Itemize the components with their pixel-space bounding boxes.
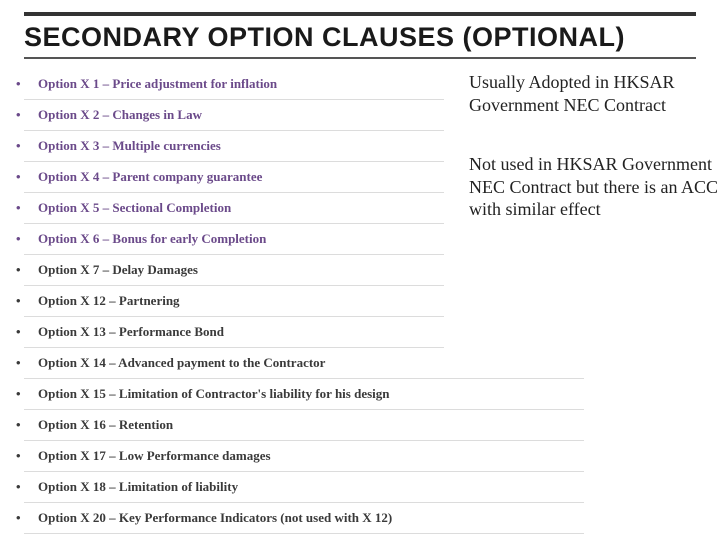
bullet-text: Option X 7 – Delay Damages: [30, 262, 198, 277]
bullet-text: Option X 17 – Low Performance damages: [30, 448, 271, 463]
slide: SECONDARY OPTION CLAUSES (OPTIONAL) Opti…: [0, 0, 720, 540]
bullet-text: Option X 5 – Sectional Completion: [30, 200, 231, 215]
side-note-adopted: Usually Adopted in HKSAR Government NEC …: [469, 71, 720, 116]
bullet-item: Option X 2 – Changes in Law: [24, 100, 444, 131]
bullet-item: Option X 14 – Advanced payment to the Co…: [24, 348, 584, 379]
bullet-text: Option X 15 – Limitation of Contractor's…: [30, 386, 390, 401]
content-area: Option X 1 – Price adjustment for inflat…: [24, 69, 696, 534]
bullet-list: Option X 1 – Price adjustment for inflat…: [24, 69, 444, 534]
bullet-item: Option X 6 – Bonus for early Completion: [24, 224, 444, 255]
bullet-text: Option X 13 – Performance Bond: [30, 324, 224, 339]
bullet-item: Option X 1 – Price adjustment for inflat…: [24, 69, 444, 100]
title-bottom-rule: [24, 57, 696, 59]
bullet-text: Option X 2 – Changes in Law: [30, 107, 202, 122]
bullet-text: Option X 6 – Bonus for early Completion: [30, 231, 266, 246]
bullet-item: Option X 13 – Performance Bond: [24, 317, 444, 348]
bullet-item: Option X 7 – Delay Damages: [24, 255, 444, 286]
bullet-text: Option X 3 – Multiple currencies: [30, 138, 221, 153]
bullet-item: Option X 15 – Limitation of Contractor's…: [24, 379, 584, 410]
bullet-item: Option X 5 – Sectional Completion: [24, 193, 444, 224]
bullet-text: Option X 20 – Key Performance Indicators…: [30, 510, 392, 525]
bullet-text: Option X 4 – Parent company guarantee: [30, 169, 262, 184]
bullet-text: Option X 1 – Price adjustment for inflat…: [30, 76, 277, 91]
bullet-item: Option X 18 – Limitation of liability: [24, 472, 584, 503]
bullet-text: Option X 16 – Retention: [30, 417, 173, 432]
bullet-item: Option X 20 – Key Performance Indicators…: [24, 503, 584, 534]
bullet-text: Option X 12 – Partnering: [30, 293, 180, 308]
bullet-item: Option X 3 – Multiple currencies: [24, 131, 444, 162]
bullet-item: Option X 12 – Partnering: [24, 286, 444, 317]
bullet-text: Option X 14 – Advanced payment to the Co…: [30, 355, 325, 370]
bullet-item: Option X 17 – Low Performance damages: [24, 441, 584, 472]
slide-title: SECONDARY OPTION CLAUSES (OPTIONAL): [24, 16, 696, 57]
bullet-text: Option X 18 – Limitation of liability: [30, 479, 238, 494]
side-note-not-used: Not used in HKSAR Government NEC Contrac…: [469, 153, 720, 221]
bullet-item: Option X 4 – Parent company guarantee: [24, 162, 444, 193]
bullet-item: Option X 16 – Retention: [24, 410, 584, 441]
